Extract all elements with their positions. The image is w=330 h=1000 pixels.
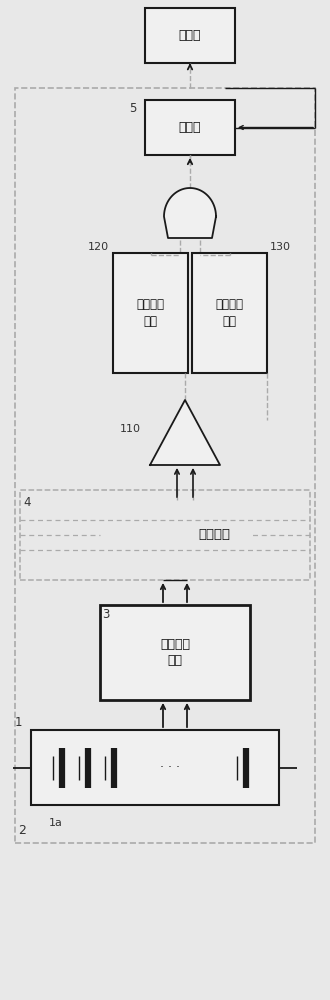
Text: 2: 2 xyxy=(18,824,26,838)
Text: 4: 4 xyxy=(23,495,30,508)
Polygon shape xyxy=(164,188,216,238)
Text: 1a: 1a xyxy=(49,818,63,828)
Text: · · ·: · · · xyxy=(160,761,180,774)
Text: 120: 120 xyxy=(88,242,109,252)
Text: 控制器: 控制器 xyxy=(179,121,201,134)
Bar xyxy=(20,490,310,580)
Bar xyxy=(31,730,279,805)
Bar xyxy=(192,253,267,373)
Text: 3: 3 xyxy=(102,608,109,621)
Bar xyxy=(145,100,235,155)
Bar xyxy=(100,605,250,700)
Bar xyxy=(113,253,188,373)
Text: 110: 110 xyxy=(120,424,141,434)
Bar xyxy=(15,88,315,843)
Text: 电池监控
电路: 电池监控 电路 xyxy=(160,638,190,668)
Polygon shape xyxy=(150,400,220,465)
Text: 5: 5 xyxy=(129,102,136,114)
Text: 接触器: 接触器 xyxy=(179,29,201,42)
Text: 第二操作
单元: 第二操作 单元 xyxy=(215,298,244,328)
Text: 1: 1 xyxy=(15,716,22,728)
Text: 130: 130 xyxy=(270,242,291,252)
Text: 绮缘元件: 绮缘元件 xyxy=(198,528,230,542)
Text: 第一操作
单元: 第一操作 单元 xyxy=(137,298,164,328)
Bar xyxy=(145,8,235,63)
